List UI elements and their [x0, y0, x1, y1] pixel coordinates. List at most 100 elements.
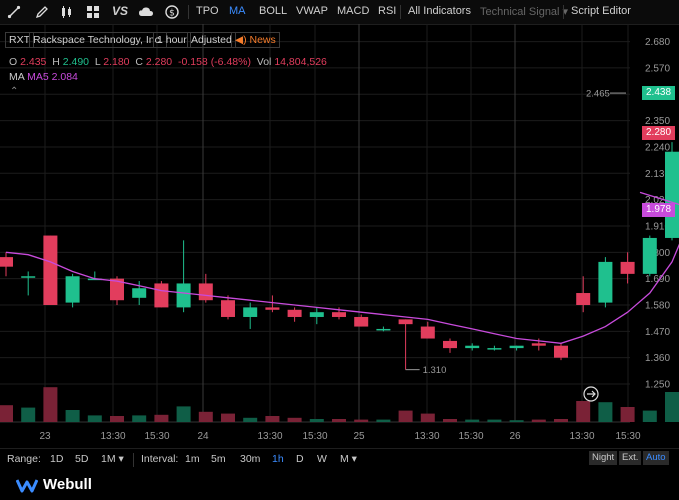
y-tick-label: 2.350 — [645, 116, 670, 127]
adjustment-label[interactable]: Adjusted — [187, 32, 236, 48]
candle-body[interactable] — [132, 288, 147, 298]
dollar-icon[interactable]: $ — [163, 3, 181, 21]
interval-5m[interactable]: 5m — [211, 453, 226, 465]
candle-body[interactable] — [531, 343, 546, 346]
candle-body[interactable] — [176, 283, 191, 308]
volume-bar — [443, 419, 457, 422]
all-indicators-button[interactable]: All Indicators — [408, 5, 471, 17]
ma5-line — [5, 191, 679, 344]
interval-d[interactable]: D — [296, 453, 304, 465]
x-tick-label: 13:30 — [100, 431, 125, 442]
scroll-latest-icon[interactable] — [583, 386, 599, 402]
tab-macd[interactable]: MACD — [337, 5, 370, 17]
symbol-label[interactable]: RXT — [5, 32, 34, 48]
arrow-right-icon — [587, 390, 596, 398]
open-label: O — [9, 56, 18, 68]
svg-text:$: $ — [169, 9, 175, 19]
session-auto[interactable]: Auto — [643, 451, 669, 465]
candle-body[interactable] — [620, 261, 635, 274]
candlestick-chart[interactable]: 2.6802.5702.4602.3502.2402.1302.0201.910… — [0, 24, 679, 448]
interval-label[interactable]: 1 hour — [153, 32, 191, 48]
volume-bar — [287, 417, 302, 422]
range-1d[interactable]: 1D — [50, 453, 64, 465]
candle-body[interactable] — [509, 345, 524, 349]
volume-bar — [332, 419, 346, 422]
volume-bar — [554, 419, 568, 422]
candle-body[interactable] — [309, 312, 324, 317]
candle-body[interactable] — [43, 235, 58, 305]
tab-tpo[interactable]: TPO — [196, 5, 219, 17]
bottom-divider — [133, 453, 134, 467]
volume-bar — [243, 417, 258, 422]
candle-body[interactable] — [154, 283, 169, 308]
high-marker-label: 2.465 — [586, 89, 610, 100]
script-editor-button[interactable]: Script Editor — [571, 5, 631, 17]
interval-1m[interactable]: 1m — [185, 453, 200, 465]
interval-30m[interactable]: 30m — [240, 453, 261, 465]
brand-name: Webull — [43, 476, 92, 493]
interval-1h[interactable]: 1h — [272, 453, 284, 465]
candle-body[interactable] — [598, 261, 613, 303]
y-tick-label: 1.910 — [645, 221, 670, 232]
candle-body[interactable] — [465, 345, 480, 349]
candle-body[interactable] — [642, 237, 657, 274]
candle-body[interactable] — [265, 307, 280, 310]
interval-label-bottom: Interval: — [141, 453, 179, 465]
candle-body[interactable] — [354, 316, 369, 327]
webull-logo-icon — [16, 479, 38, 493]
candle-body[interactable] — [21, 276, 36, 278]
candle-body[interactable] — [443, 340, 457, 349]
candle-body[interactable] — [287, 309, 302, 317]
volume-bar — [198, 411, 213, 422]
company-name: Rackspace Technology, Inc. — [29, 32, 167, 48]
y-tick-label: 2.020 — [645, 195, 670, 206]
volume-bar — [309, 419, 324, 422]
high-value: 2.490 — [62, 56, 90, 68]
candle-body[interactable] — [376, 328, 391, 331]
brand-footer — [0, 470, 679, 500]
candle-body[interactable] — [110, 278, 124, 301]
candle-body[interactable] — [554, 345, 568, 358]
range-5d[interactable]: 5D — [75, 453, 89, 465]
candle-body[interactable] — [198, 283, 213, 301]
ma-legend[interactable]: MA MA5 2.084 — [9, 71, 78, 83]
ohlc-readout: O 2.435 H 2.490 L 2.180 C 2.280 -0.158 (… — [9, 56, 327, 68]
candle-body[interactable] — [243, 307, 258, 317]
volume-bar — [132, 415, 147, 422]
trendline-icon[interactable] — [5, 3, 23, 21]
close-label: C — [135, 56, 143, 68]
vs-icon[interactable]: VS — [112, 4, 129, 18]
tab-boll[interactable]: BOLL — [259, 5, 288, 17]
session-ext[interactable]: Ext. — [619, 451, 642, 465]
y-tick-label: 1.470 — [645, 327, 670, 338]
tab-rsi[interactable]: RSI — [378, 5, 397, 17]
news-button[interactable]: ◀) News — [231, 32, 280, 48]
tab-vwap[interactable]: VWAP — [296, 5, 328, 17]
pencil-icon[interactable] — [33, 3, 51, 21]
ma-label: MA — [9, 71, 25, 83]
session-night[interactable]: Night — [589, 451, 618, 465]
candle-body[interactable] — [576, 293, 591, 305]
collapse-chevron-icon[interactable]: ⌃ — [10, 86, 19, 97]
candle-body[interactable] — [665, 151, 679, 238]
candle-body[interactable] — [65, 276, 80, 303]
candle-body[interactable] — [87, 278, 102, 281]
range-1m-dropdown[interactable]: 1M ▾ — [101, 453, 124, 465]
candle-body[interactable] — [420, 326, 435, 339]
technical-signal-dropdown[interactable]: Technical Signal ▾ — [480, 6, 569, 18]
grid-icon[interactable] — [84, 3, 102, 21]
candle-body[interactable] — [398, 319, 413, 325]
current-price-tag: 2.280 — [642, 126, 676, 140]
cloud-icon[interactable] — [137, 3, 155, 21]
candle-body[interactable] — [221, 300, 235, 317]
candle-body[interactable] — [0, 257, 13, 267]
y-tick-label: 2.680 — [645, 37, 670, 48]
interval-m-dropdown[interactable]: M ▾ — [340, 453, 357, 465]
candle-body[interactable] — [332, 312, 346, 317]
interval-w[interactable]: W — [317, 453, 327, 465]
tab-ma[interactable]: MA — [229, 5, 246, 17]
x-tick-label: 23 — [39, 431, 51, 442]
candle-body[interactable] — [487, 348, 502, 350]
candles-icon[interactable] — [58, 3, 76, 21]
y-tick-label: 1.250 — [645, 380, 670, 391]
